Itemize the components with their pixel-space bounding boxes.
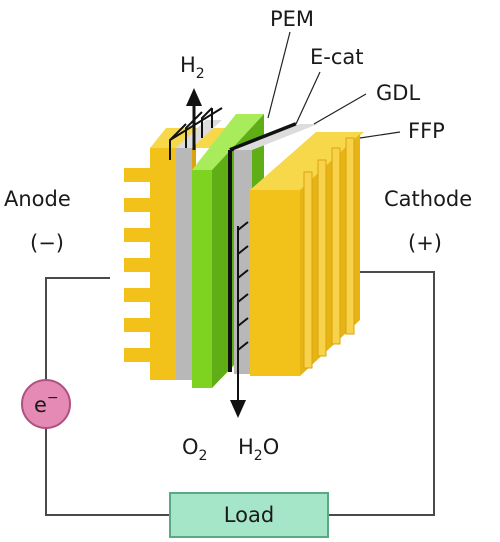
h2o-label: H2O — [238, 435, 279, 464]
h2-flow-channels — [169, 107, 223, 160]
anode-sign: (−) — [30, 231, 64, 255]
pem-label: PEM — [270, 7, 314, 31]
electron-badge: e− — [21, 379, 71, 429]
cathode-flow-field-plate — [250, 132, 364, 376]
anode-label: Anode — [4, 187, 71, 211]
o2-h2o-down-arrow-icon — [230, 400, 246, 418]
label-leader-lines — [267, 31, 401, 139]
gdl-label: GDL — [376, 81, 420, 105]
cathode-flow-channels — [237, 221, 249, 400]
catalyst-layer — [228, 122, 297, 372]
h2-label: H2 — [180, 53, 205, 82]
h2-up-arrow-icon — [186, 88, 202, 150]
load-label: Load — [224, 503, 274, 527]
anode-gdl-layer — [176, 120, 222, 380]
circuit-wires — [45, 271, 435, 516]
load-box: Load — [169, 492, 329, 538]
svg-text:e−: e− — [34, 390, 59, 417]
o2-label: O2 — [182, 435, 207, 464]
ecat-label: E-cat — [310, 45, 364, 69]
ffp-label: FFP — [408, 119, 445, 143]
cathode-sign: (+) — [408, 231, 442, 255]
cathode-label: Cathode — [384, 187, 472, 211]
